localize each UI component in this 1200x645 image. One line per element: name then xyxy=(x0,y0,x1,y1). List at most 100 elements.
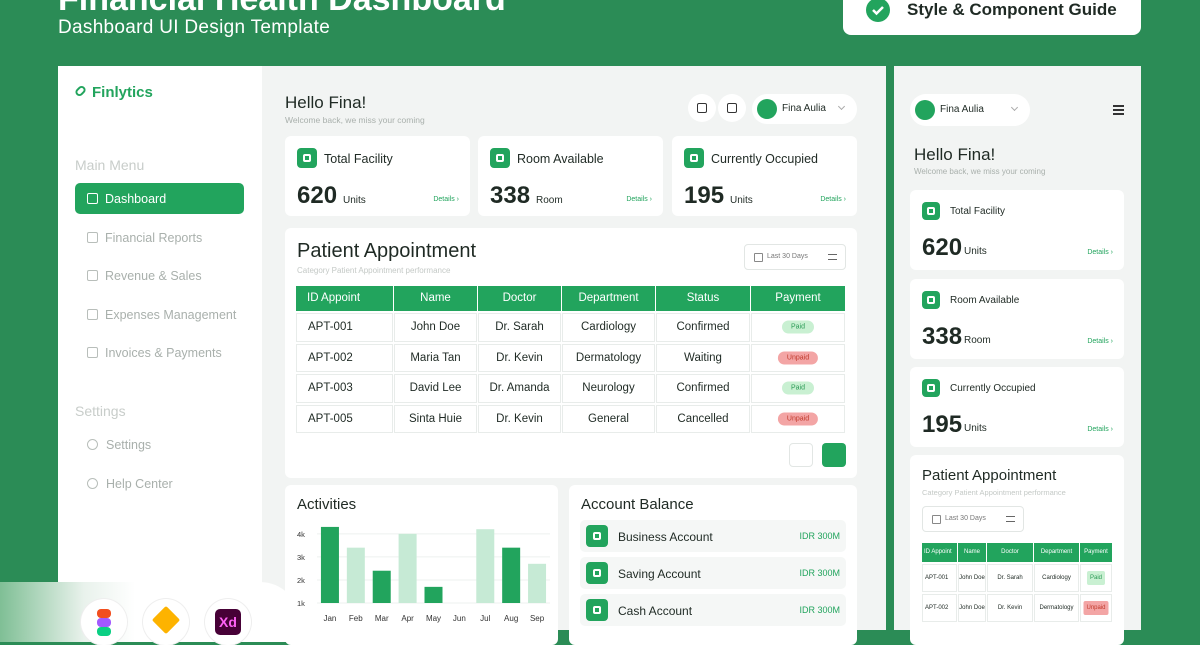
account-row[interactable]: Business Account IDR 300M xyxy=(580,520,846,552)
x-tick-label: Mar xyxy=(375,614,389,623)
figma-shape xyxy=(97,627,111,636)
icon-glyph xyxy=(927,296,935,304)
bar xyxy=(372,570,391,603)
welcome: Welcome back, we miss your coming xyxy=(914,167,1046,176)
payment-badge: Paid xyxy=(1086,571,1106,585)
y-tick-label: 3k xyxy=(297,553,305,562)
details-link[interactable]: Details › xyxy=(626,196,652,203)
table-cell: General xyxy=(562,404,655,433)
screen: Financial Health Dashboard Dashboard UI … xyxy=(0,0,1141,645)
user-menu[interactable]: Fina Aulia xyxy=(910,94,1030,126)
stat-unit: Units xyxy=(730,195,753,206)
table-cell: Sinta Huie xyxy=(394,404,477,433)
avatar xyxy=(915,100,935,120)
tool-icon xyxy=(81,599,127,645)
chevron xyxy=(1010,103,1019,112)
stat-label: Currently Occupied xyxy=(711,152,818,166)
icon-button[interactable] xyxy=(688,94,716,122)
stat-unit: Units xyxy=(343,195,366,206)
stat-label: Currently Occupied xyxy=(950,383,1036,394)
page-subtitle: Dashboard UI Design Template xyxy=(58,17,331,38)
filter-icon xyxy=(1006,516,1015,522)
menu-item[interactable]: Invoices & Payments xyxy=(75,337,244,368)
table-cell: APT-003 xyxy=(296,374,393,403)
y-tick-label: 4k xyxy=(297,530,305,539)
menu-label: Revenue & Sales xyxy=(105,269,202,283)
details-link[interactable]: Details › xyxy=(1087,338,1113,345)
x-tick-label: May xyxy=(426,614,441,623)
stat-value: 620 xyxy=(297,182,338,209)
menu-icon xyxy=(87,270,98,281)
icon-glyph xyxy=(927,384,935,392)
date-filter[interactable]: Last 30 Days xyxy=(744,244,846,270)
details-link[interactable]: Details › xyxy=(820,196,846,203)
details-link[interactable]: Details › xyxy=(1087,426,1113,433)
calendar-icon xyxy=(754,253,763,262)
xd-label: Xd xyxy=(219,614,237,630)
stat-card: Room Available 338 Room Details › xyxy=(478,136,663,216)
tool-icon xyxy=(143,599,189,645)
stat-label: Total Facility xyxy=(324,152,393,166)
table-cell: APT-002 xyxy=(922,594,957,622)
chevron xyxy=(837,102,846,111)
menu-item[interactable]: Revenue & Sales xyxy=(75,260,244,291)
menu-item[interactable]: Expenses Management xyxy=(75,299,244,330)
tool-icon: Xd xyxy=(205,599,251,645)
calendar-icon xyxy=(932,515,941,524)
account-name: Cash Account xyxy=(618,604,693,618)
bar xyxy=(528,563,547,603)
xd-shape: Xd xyxy=(215,609,241,635)
icon-glyph xyxy=(690,154,698,162)
menu-icon xyxy=(87,477,98,489)
icon xyxy=(586,599,608,621)
menu-bar[interactable] xyxy=(1113,105,1124,107)
table-cell: Neurology xyxy=(562,374,655,403)
account-row[interactable]: Saving Account IDR 300M xyxy=(580,557,846,589)
stat-card: Total Facility 620 Units Details › xyxy=(285,136,470,216)
menu-bar[interactable] xyxy=(1113,113,1124,115)
menu-bar[interactable] xyxy=(1113,109,1124,111)
user-name: Fina Aulia xyxy=(782,103,826,114)
date-filter[interactable]: Last 30 Days xyxy=(922,506,1024,532)
icon-button[interactable] xyxy=(718,94,746,122)
menu-label: Help Center xyxy=(106,476,173,491)
icon-glyph xyxy=(592,568,602,578)
x-tick-label: Jan xyxy=(323,614,336,623)
icon xyxy=(684,148,704,168)
details-link[interactable]: Details › xyxy=(1087,249,1113,256)
table-cell: APT-001 xyxy=(922,564,957,592)
y-tick-label: 1k xyxy=(297,599,305,608)
user-name: Fina Aulia xyxy=(940,104,984,115)
settings-item[interactable]: Settings xyxy=(75,429,244,460)
table-cell: Dr. Sarah xyxy=(478,313,561,342)
table-header: Doctor xyxy=(478,286,561,311)
icon-glyph xyxy=(496,154,504,162)
stat-value: 338 xyxy=(922,323,963,350)
table-header: Department xyxy=(562,286,655,311)
table-cell: Paid xyxy=(751,313,845,342)
bar xyxy=(502,547,521,603)
guide-button[interactable]: Style & Component Guide xyxy=(843,0,1141,35)
pager-next[interactable] xyxy=(822,443,846,467)
settings-item[interactable]: Help Center xyxy=(75,468,244,499)
menu-item[interactable]: Financial Reports xyxy=(75,222,244,253)
menu-item[interactable]: Dashboard xyxy=(75,183,244,214)
icon xyxy=(490,148,510,168)
user-menu[interactable]: Fina Aulia xyxy=(752,94,857,124)
icon xyxy=(297,148,317,168)
table-cell: David Lee xyxy=(394,374,477,403)
account-name: Saving Account xyxy=(618,567,701,581)
mobile-appointment-card: Patient Appointment Category Patient Appo… xyxy=(910,455,1124,645)
page: Financial Health Dashboard {"header": {"… xyxy=(0,0,1141,645)
table-cell: Dr. Sarah xyxy=(987,564,1033,592)
stat-unit: Room xyxy=(964,335,991,346)
account-row[interactable]: Cash Account IDR 300M xyxy=(580,594,846,626)
table-cell: Confirmed xyxy=(656,313,750,342)
menu-icon xyxy=(87,308,98,320)
activities-card: Activities 1k 2k 3k 4k Jan Feb Mar Apr May Jun Jul A… xyxy=(285,485,558,645)
table-cell: John Doe xyxy=(958,594,986,622)
table-cell: Unpaid xyxy=(751,343,845,372)
pager-prev[interactable] xyxy=(789,443,813,467)
table-cell: APT-005 xyxy=(296,404,393,433)
details-link[interactable]: Details › xyxy=(433,196,459,203)
